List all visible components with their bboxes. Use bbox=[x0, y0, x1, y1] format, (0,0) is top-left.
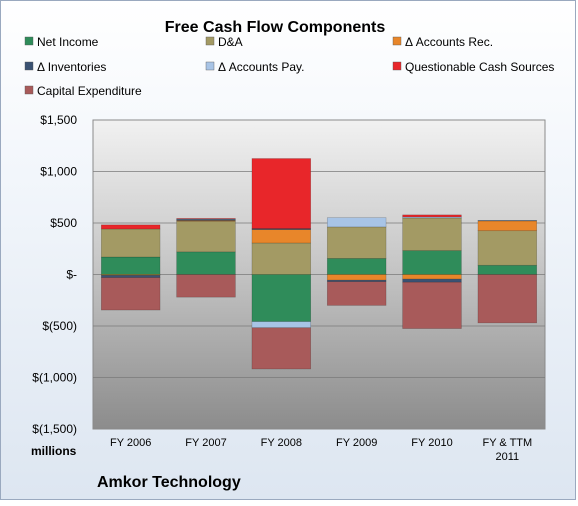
legend-capital-expenditure-swatch bbox=[24, 85, 34, 95]
bar-net-income-fy-2010 bbox=[402, 250, 462, 275]
bar-net-income-fy-2007 bbox=[176, 251, 236, 275]
x-tick-label-fy-2007: FY 2007 bbox=[185, 437, 226, 449]
bar-stack-fy-2007 bbox=[176, 218, 236, 298]
grid-lines bbox=[93, 171, 545, 378]
bar-net-income-fy-2008 bbox=[251, 274, 312, 322]
legend-accounts-rec-item: Δ Accounts Rec. bbox=[392, 35, 493, 49]
legend-d-a-swatch bbox=[205, 36, 215, 46]
bar-capital-expenditure-fy-2006 bbox=[100, 277, 161, 311]
bar-capital-expenditure-fy-ttm-2011 bbox=[477, 274, 538, 324]
legend-d-a-label: D&A bbox=[218, 35, 243, 49]
bar-accounts-rec-fy-2009 bbox=[326, 274, 387, 281]
bar-d-a-fy-ttm-2011 bbox=[477, 230, 538, 266]
bar-net-income-fy-ttm-2011 bbox=[477, 264, 538, 275]
y-axis-ticks: $1,500 $1,000 $500 $- $(500) $(1,000) $(1,500) bbox=[32, 113, 77, 436]
x-tick-label-fy-ttm-2011: FY & TTM 2011 bbox=[482, 437, 532, 463]
y-tick-label: $500 bbox=[50, 216, 77, 230]
legend-inventories-label: Δ Inventories bbox=[37, 60, 106, 74]
x-tick-label-fy-2008: FY 2008 bbox=[261, 437, 302, 449]
legend-net-income-swatch bbox=[24, 36, 34, 46]
legend-questionable-cash-sources-label: Questionable Cash Sources bbox=[405, 60, 554, 74]
y-tick-label: $(500) bbox=[42, 319, 77, 333]
y-tick-label: $1,000 bbox=[40, 165, 77, 179]
bars bbox=[100, 158, 538, 370]
bar-inventories-fy-2006 bbox=[100, 275, 161, 278]
bar-capital-expenditure-fy-2007 bbox=[176, 274, 236, 298]
legend: Net Income D&A Δ Accounts Rec. Δ Inventorie… bbox=[24, 35, 554, 98]
bar-d-a-fy-2010 bbox=[402, 217, 462, 251]
bar-stack-fy-2008 bbox=[251, 158, 312, 370]
y-tick-label: $1,500 bbox=[40, 113, 77, 127]
bar-d-a-fy-2008 bbox=[251, 242, 312, 275]
x-axis-ticks: FY 2006 FY 2007 FY 2008 FY 2009 FY 2010 FY & … bbox=[110, 437, 532, 463]
legend-inventories-item: Δ Inventories bbox=[24, 60, 106, 74]
legend-questionable-cash-sources-item: Questionable Cash Sources bbox=[392, 60, 554, 74]
bar-d-a-fy-2006 bbox=[100, 228, 161, 258]
legend-capital-expenditure-item: Capital Expenditure bbox=[24, 84, 142, 98]
bar-stack-fy-ttm-2011 bbox=[477, 220, 538, 324]
x-tick-label-fy-2010: FY 2010 bbox=[411, 437, 452, 449]
units-label: millions bbox=[31, 444, 77, 458]
y-tick-label: $- bbox=[66, 268, 77, 282]
company-label: Amkor Technology bbox=[97, 474, 241, 491]
bar-stack-fy-2006 bbox=[100, 224, 161, 311]
bar-capital-expenditure-fy-2010 bbox=[402, 281, 462, 329]
legend-capital-expenditure-label: Capital Expenditure bbox=[37, 84, 142, 98]
bar-net-income-fy-2006 bbox=[100, 256, 161, 275]
bar-questionable-cash-sources-fy-2008 bbox=[251, 158, 312, 229]
y-tick-label: $(1,000) bbox=[32, 371, 77, 385]
legend-accounts-rec-swatch bbox=[392, 36, 402, 46]
legend-accounts-pay-label: Δ Accounts Pay. bbox=[218, 60, 305, 74]
bar-inventories-fy-ttm-2011 bbox=[477, 220, 538, 222]
bar-questionable-cash-sources-fy-2010 bbox=[402, 214, 462, 218]
bar-accounts-rec-fy-ttm-2011 bbox=[477, 220, 538, 232]
legend-inventories-swatch bbox=[24, 61, 34, 71]
bar-capital-expenditure-fy-2009 bbox=[326, 281, 387, 306]
legend-accounts-pay-item: Δ Accounts Pay. bbox=[205, 60, 305, 74]
bar-accounts-rec-fy-2010 bbox=[402, 274, 462, 280]
bar-d-a-fy-2007 bbox=[176, 220, 236, 253]
bar-accounts-pay-fy-2009 bbox=[326, 217, 387, 228]
bar-stack-fy-2009 bbox=[326, 217, 387, 306]
bar-capital-expenditure-fy-2008 bbox=[251, 327, 312, 370]
x-tick-label-fy-2009: FY 2009 bbox=[336, 437, 377, 449]
legend-questionable-cash-sources-swatch bbox=[392, 61, 402, 71]
bar-accounts-rec-fy-2008 bbox=[251, 229, 312, 244]
legend-accounts-rec-label: Δ Accounts Rec. bbox=[405, 35, 493, 49]
bar-net-income-fy-2009 bbox=[326, 258, 387, 275]
bar-d-a-fy-2009 bbox=[326, 226, 387, 259]
legend-accounts-pay-swatch bbox=[205, 61, 215, 71]
bar-inventories-fy-2010 bbox=[402, 278, 462, 283]
legend-net-income-item: Net Income bbox=[24, 35, 99, 49]
bar-questionable-cash-sources-fy-2007 bbox=[176, 218, 236, 220]
legend-net-income-label: Net Income bbox=[37, 35, 99, 49]
bar-questionable-cash-sources-fy-2006 bbox=[100, 224, 161, 230]
y-tick-label: $(1,500) bbox=[32, 422, 77, 436]
bar-stack-fy-2010 bbox=[402, 214, 462, 329]
x-tick-label-fy-2006: FY 2006 bbox=[110, 437, 151, 449]
chart-title: Free Cash Flow Components bbox=[165, 19, 386, 36]
bar-accounts-pay-fy-2008 bbox=[251, 321, 312, 329]
legend-d-a-item: D&A bbox=[205, 35, 243, 49]
